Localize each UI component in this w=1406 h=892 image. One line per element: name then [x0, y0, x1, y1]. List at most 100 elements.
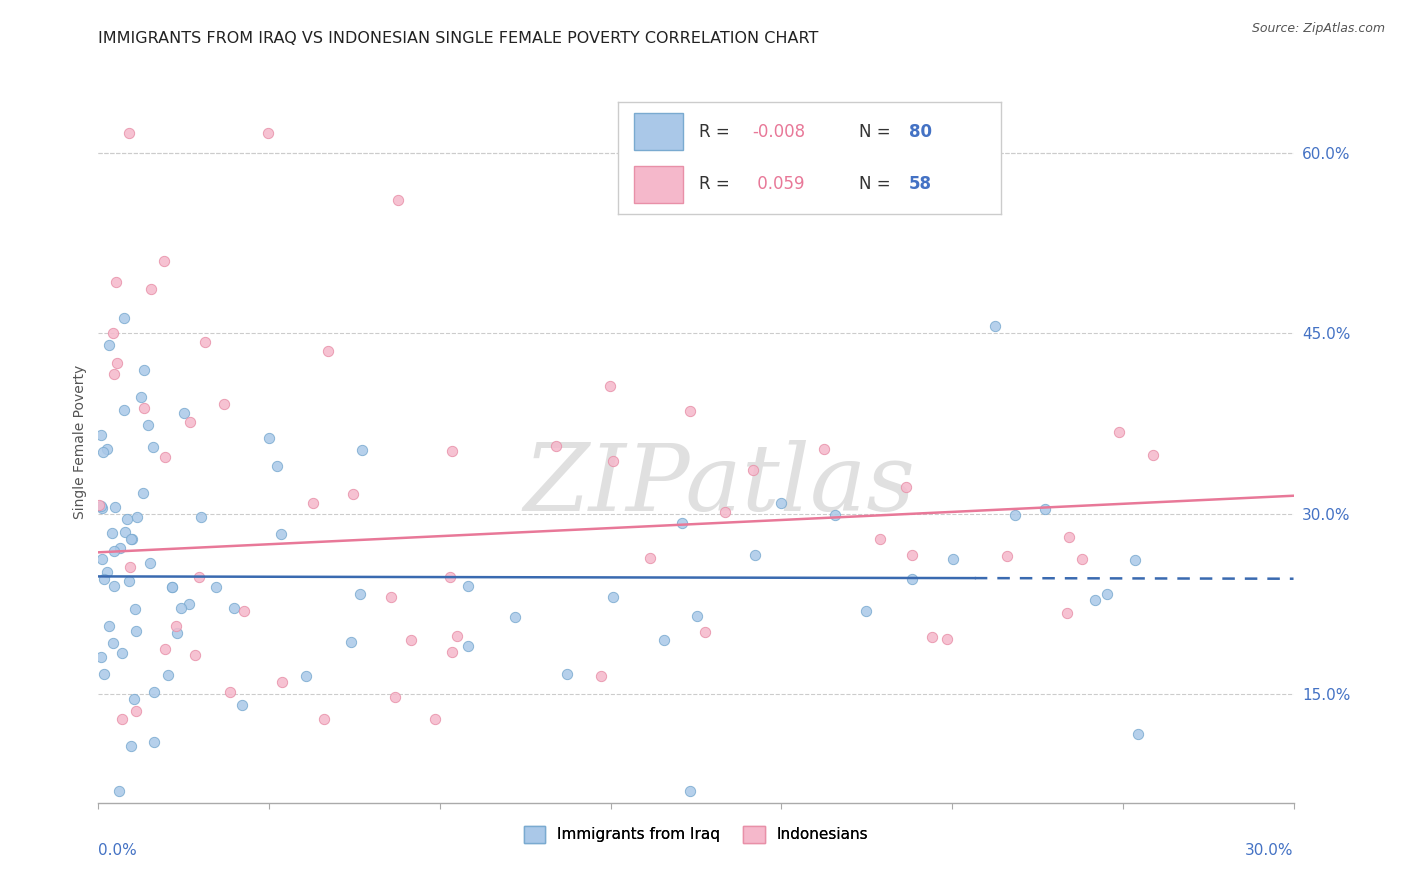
Point	[160, 580, 183, 594]
Point	[90, 499, 112, 513]
Point	[110, 646, 132, 660]
Point	[118, 574, 141, 589]
Point	[555, 667, 578, 681]
Point	[686, 609, 709, 624]
Point	[134, 363, 156, 377]
Point	[440, 645, 463, 659]
Point	[127, 510, 149, 524]
Point	[380, 590, 402, 604]
Point	[1071, 551, 1094, 566]
Point	[219, 685, 242, 699]
Point	[340, 634, 363, 648]
Point	[457, 579, 479, 593]
Point	[869, 532, 891, 546]
Point	[654, 633, 676, 648]
Point	[112, 402, 135, 417]
Point	[770, 496, 793, 510]
Point	[205, 580, 228, 594]
Point	[157, 668, 180, 682]
Point	[384, 690, 406, 704]
Point	[1126, 727, 1149, 741]
Point	[457, 640, 479, 654]
Point	[114, 524, 136, 539]
Point	[1125, 552, 1147, 566]
Point	[103, 543, 125, 558]
Point	[936, 632, 959, 646]
Point	[855, 604, 877, 618]
Point	[187, 570, 209, 584]
Point	[350, 442, 373, 457]
Point	[142, 440, 165, 454]
Point	[115, 511, 138, 525]
Point	[153, 450, 176, 464]
Point	[110, 541, 132, 556]
Point	[132, 485, 155, 500]
Point	[679, 784, 702, 798]
Point	[901, 572, 924, 586]
Point	[179, 415, 201, 429]
Point	[1095, 586, 1118, 600]
Point	[165, 619, 187, 633]
Point	[984, 319, 1007, 334]
Point	[1057, 530, 1080, 544]
Point	[190, 509, 212, 524]
Point	[638, 550, 661, 565]
Point	[813, 442, 835, 457]
Point	[714, 505, 737, 519]
Point	[101, 636, 124, 650]
Point	[1056, 606, 1078, 620]
Point	[942, 552, 965, 566]
Point	[602, 590, 624, 604]
Point	[122, 692, 145, 706]
Point	[96, 565, 118, 579]
Point	[100, 526, 122, 541]
Point	[270, 527, 292, 541]
Point	[387, 193, 409, 207]
Point	[503, 609, 526, 624]
Point	[270, 674, 292, 689]
Point	[1004, 508, 1026, 522]
Point	[423, 712, 446, 726]
Point	[602, 454, 624, 468]
Point	[1084, 593, 1107, 607]
Text: Source: ZipAtlas.com: Source: ZipAtlas.com	[1251, 22, 1385, 36]
Point	[896, 480, 918, 494]
Point	[170, 600, 193, 615]
Point	[104, 275, 127, 289]
Point	[401, 633, 423, 648]
Point	[108, 784, 131, 798]
Point	[222, 600, 245, 615]
Point	[259, 431, 281, 445]
Text: IMMIGRANTS FROM IRAQ VS INDONESIAN SINGLE FEMALE POVERTY CORRELATION CHART: IMMIGRANTS FROM IRAQ VS INDONESIAN SINGL…	[98, 31, 818, 46]
Point	[312, 712, 335, 726]
Point	[91, 445, 114, 459]
Point	[1035, 501, 1057, 516]
Point	[103, 367, 125, 381]
Point	[91, 501, 114, 516]
Point	[153, 642, 176, 657]
Point	[1108, 425, 1130, 439]
Point	[1142, 448, 1164, 462]
Point	[901, 548, 924, 562]
Point	[103, 579, 125, 593]
Point	[138, 556, 160, 570]
Point	[995, 549, 1018, 563]
Point	[599, 379, 621, 393]
Point	[742, 463, 765, 477]
Point	[440, 444, 463, 458]
Point	[153, 254, 176, 268]
Point	[93, 572, 115, 586]
Legend: Immigrants from Iraq, Indonesians: Immigrants from Iraq, Indonesians	[517, 820, 875, 849]
Point	[105, 356, 128, 370]
Point	[342, 487, 364, 501]
Y-axis label: Single Female Poverty: Single Female Poverty	[73, 365, 87, 518]
Point	[125, 704, 148, 718]
Point	[134, 401, 156, 416]
Point	[695, 625, 717, 640]
Point	[118, 126, 141, 140]
Point	[295, 668, 318, 682]
Text: 30.0%: 30.0%	[1246, 843, 1294, 857]
Point	[90, 649, 112, 664]
Point	[129, 390, 152, 404]
Point	[824, 508, 846, 522]
